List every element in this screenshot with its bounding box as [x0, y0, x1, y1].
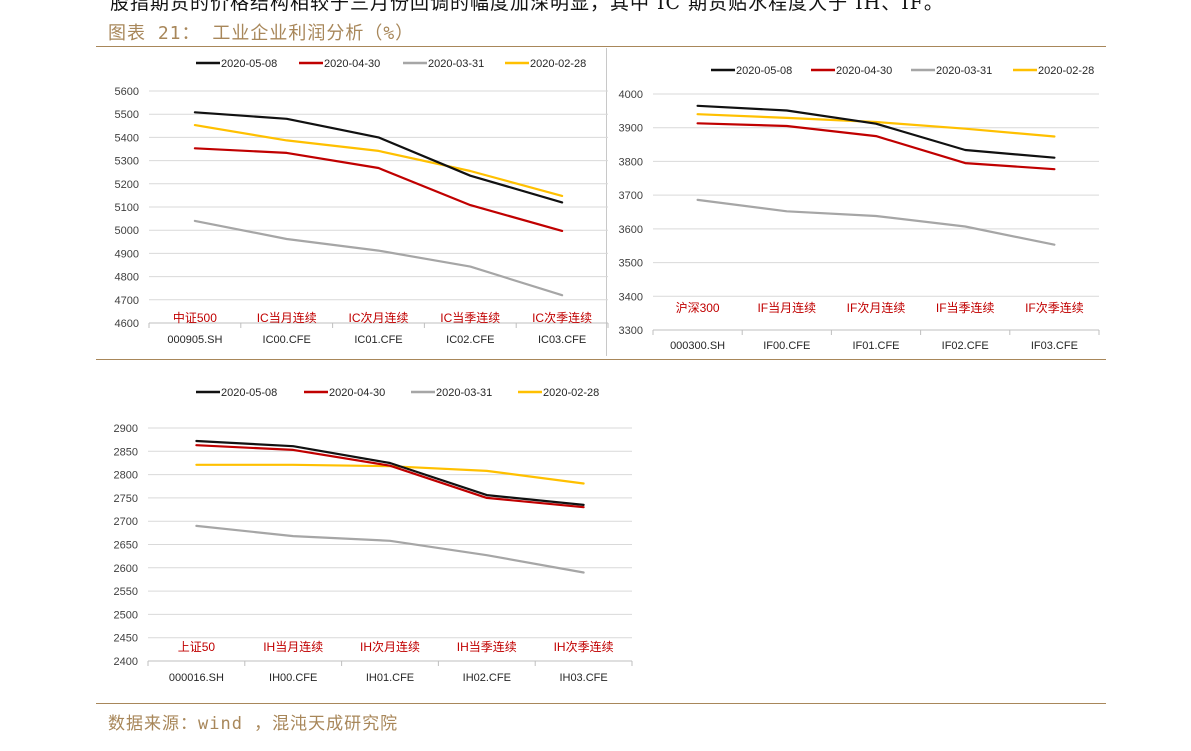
legend-label: 2020-05-08 [736, 65, 792, 77]
legend-label: 2020-02-28 [530, 58, 586, 70]
x-category-label: IC00.CFE [263, 334, 311, 346]
data-annotation-label: IF次季连续 [1025, 300, 1084, 315]
series-line-2020-02-28 [696, 113, 1056, 138]
source-note: 数据来源：wind ，混沌天成研究院 [108, 714, 399, 734]
legend-label: 2020-02-28 [543, 387, 599, 399]
x-category-label: 000905.SH [167, 334, 222, 346]
legend-label: 2020-03-31 [436, 387, 492, 399]
legend-label: 2020-02-28 [1038, 65, 1094, 77]
y-tick-label: 2400 [114, 656, 138, 668]
y-tick-label: 4800 [115, 272, 139, 284]
x-category-label: IC03.CFE [538, 334, 586, 346]
data-annotation-label: IC当月连续 [257, 310, 317, 325]
y-tick-label: 4600 [115, 318, 139, 330]
y-tick-label: 2650 [114, 540, 138, 552]
y-tick-label: 5300 [115, 156, 139, 168]
y-tick-label: 2900 [114, 423, 138, 435]
chart-ic-futures: 4600 4700 4800 4900 5000 5100 5200 5300 5400 5500… [115, 58, 609, 346]
data-annotation-label: IF当月连续 [757, 300, 816, 315]
y-tick-label: 4900 [115, 248, 139, 260]
y-tick-label: 2500 [114, 609, 138, 621]
series-line-2020-03-31 [193, 219, 564, 297]
y-tick-label: 2550 [114, 586, 138, 598]
source-divider [96, 703, 1106, 704]
y-tick-label: 2600 [114, 563, 138, 575]
data-annotation-label: IC次月连续 [348, 310, 408, 325]
data-annotation-label: IH当季连续 [457, 639, 517, 654]
data-annotation-label: 沪深300 [676, 301, 720, 315]
y-tick-label: 2450 [114, 633, 138, 645]
data-annotation-label: 中证500 [173, 310, 217, 325]
series-line-2020-04-30 [193, 147, 564, 232]
body-text-top: 股指期货的价格结构相较于三月份回调的幅度加深明显，其中 IC 期货贴水程度大于 … [110, 0, 944, 14]
series-line-2020-05-08 [696, 104, 1056, 159]
y-tick-label: 2850 [114, 446, 138, 458]
y-tick-label: 5600 [115, 86, 139, 98]
legend-label: 2020-05-08 [221, 387, 277, 399]
chart-if-futures: 3300 3400 3500 3600 3700 3800 3900 4000 000300.S… [619, 65, 1100, 352]
y-tick-label: 3900 [619, 123, 643, 135]
legend-label: 2020-03-31 [936, 65, 992, 77]
y-tick-label: 4000 [619, 89, 643, 101]
legend-label: 2020-04-30 [324, 58, 380, 70]
y-tick-label: 2800 [114, 470, 138, 482]
x-category-label: IH03.CFE [559, 672, 607, 684]
series-line-2020-02-28 [193, 123, 564, 197]
y-tick-label: 3600 [619, 224, 643, 236]
series-line-2020-04-30 [696, 122, 1056, 171]
legend-label: 2020-03-31 [428, 58, 484, 70]
y-tick-label: 3300 [619, 325, 643, 337]
x-category-label: IF01.CFE [852, 340, 899, 352]
y-tick-label: 5200 [115, 179, 139, 191]
x-category-label: IC01.CFE [354, 334, 402, 346]
y-tick-label: 2700 [114, 516, 138, 528]
data-annotation-label: IH次月连续 [360, 639, 420, 654]
series-line-2020-04-30 [195, 444, 585, 509]
y-tick-label: 5400 [115, 132, 139, 144]
row-divider [96, 359, 1106, 360]
x-category-label: IH00.CFE [269, 672, 317, 684]
y-tick-label: 3700 [619, 190, 643, 202]
data-annotation-label: IH次季连续 [554, 639, 614, 654]
y-tick-label: 5100 [115, 202, 139, 214]
y-tick-label: 3500 [619, 258, 643, 270]
figure-title: 图表 21： 工业企业利润分析（%） [108, 23, 415, 44]
series-line-2020-03-31 [696, 198, 1056, 246]
y-tick-label: 4700 [115, 295, 139, 307]
x-category-label: IF02.CFE [942, 340, 989, 352]
series-line-2020-05-08 [193, 111, 564, 204]
data-annotation-label: IC当季连续 [440, 310, 500, 325]
x-category-label: 000016.SH [169, 672, 224, 684]
legend-label: 2020-05-08 [221, 58, 277, 70]
legend-label: 2020-04-30 [329, 387, 385, 399]
series-line-2020-03-31 [195, 524, 585, 574]
y-tick-label: 5000 [115, 225, 139, 237]
chart-ih-futures: 2400 2450 2500 2550 2600 2650 2700 2750 2800 2850… [114, 387, 633, 684]
y-tick-label: 2750 [114, 493, 138, 505]
y-tick-label: 3800 [619, 156, 643, 168]
x-category-label: IH01.CFE [366, 672, 414, 684]
panel-divider [606, 48, 607, 356]
x-category-label: IF03.CFE [1031, 340, 1078, 352]
title-divider [96, 46, 1106, 47]
data-annotation-label: IF当季连续 [936, 300, 995, 315]
y-tick-label: 3400 [619, 291, 643, 303]
data-annotation-label: 上证50 [178, 640, 216, 654]
legend-label: 2020-04-30 [836, 65, 892, 77]
data-annotation-label: IF次月连续 [847, 300, 906, 315]
x-category-label: IC02.CFE [446, 334, 494, 346]
x-category-label: IH02.CFE [463, 672, 511, 684]
y-tick-label: 5500 [115, 109, 139, 121]
data-annotation-label: IH当月连续 [263, 639, 323, 654]
x-category-label: IF00.CFE [763, 340, 810, 352]
data-annotation-label: IC次季连续 [532, 310, 592, 325]
series-line-2020-05-08 [195, 439, 585, 506]
x-category-label: 000300.SH [670, 340, 725, 352]
